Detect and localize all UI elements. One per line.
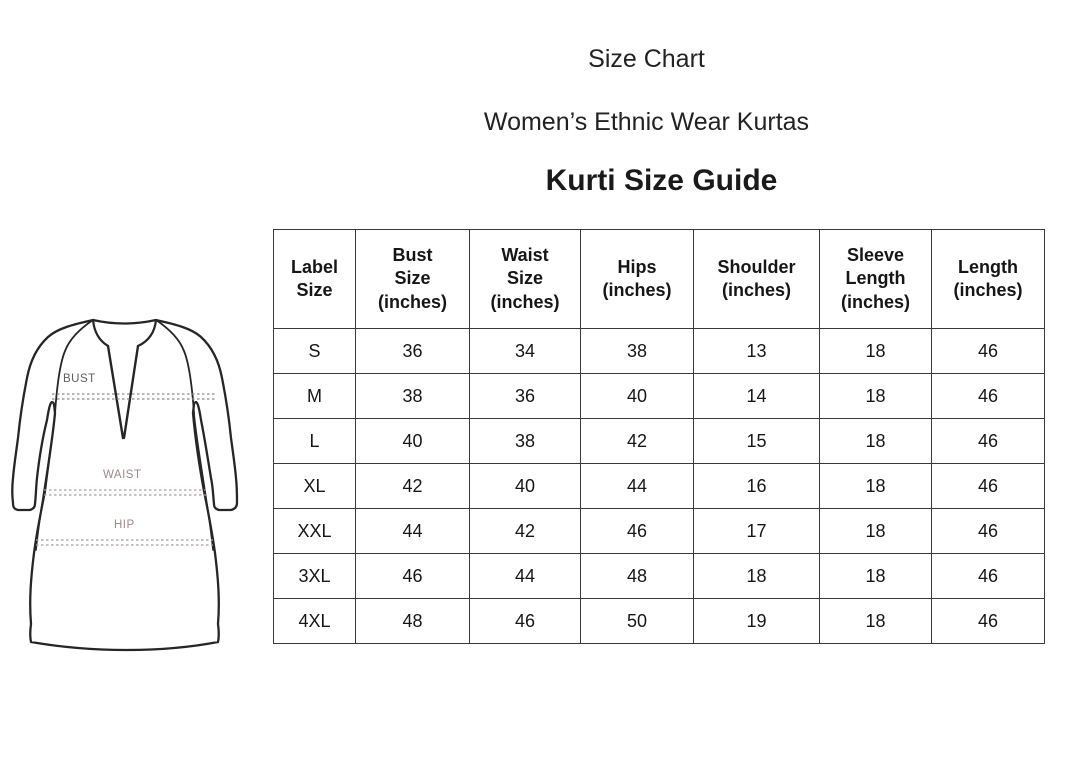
svg-text:WAIST: WAIST [103,469,142,481]
svg-text:HIP: HIP [114,519,135,531]
svg-text:BUST: BUST [63,373,96,385]
